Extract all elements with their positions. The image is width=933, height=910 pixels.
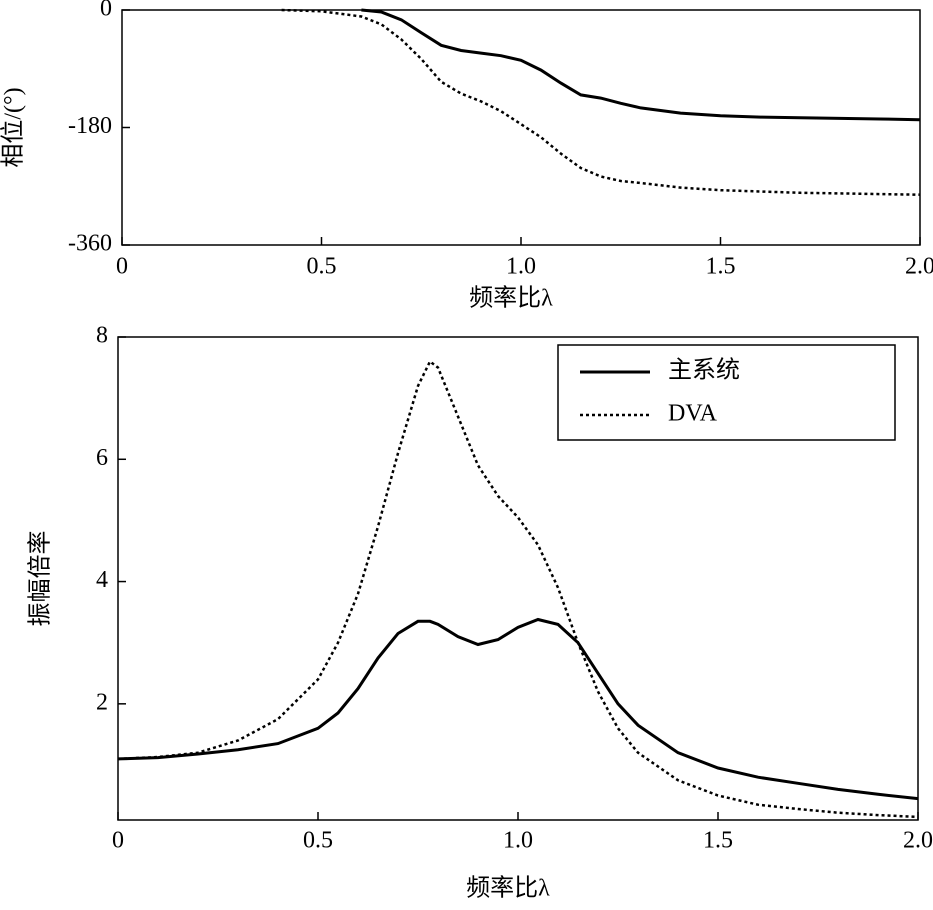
legend-label: 主系统 <box>668 357 740 384</box>
x-tick-label: 0.5 <box>307 254 337 280</box>
y-axis-label: 相位/(°) <box>0 87 27 167</box>
plot-frame <box>121 9 921 246</box>
legend-box <box>557 344 896 441</box>
x-tick-label: 1.0 <box>506 254 536 280</box>
y-tick-label: -360 <box>68 231 112 257</box>
y-tick-label: 4 <box>96 567 108 593</box>
x-tick-label: 0.5 <box>303 828 333 854</box>
y-tick-label: 2 <box>96 689 108 715</box>
x-tick-label: 2.0 <box>903 828 933 854</box>
y-axis-label: 振幅倍率 <box>27 531 54 627</box>
series-line <box>117 617 919 801</box>
x-tick-label: 1.5 <box>706 254 736 280</box>
series-line <box>117 359 919 819</box>
x-tick-label: 1.5 <box>703 828 733 854</box>
x-tick-label: 1.0 <box>503 828 533 854</box>
series-line <box>361 8 921 122</box>
y-tick-label: -180 <box>68 113 112 139</box>
y-tick-label: 0 <box>100 0 112 22</box>
x-tick-label: 0 <box>116 254 128 280</box>
x-tick-label: 2.0 <box>905 254 933 280</box>
y-tick-label: 6 <box>96 445 108 471</box>
x-axis-label: 频率比λ <box>469 285 553 312</box>
x-axis-label: 频率比λ <box>466 875 550 902</box>
series-line <box>281 8 921 196</box>
x-tick-label: 0 <box>112 828 124 854</box>
y-tick-label: 8 <box>96 323 108 349</box>
legend-label: DVA <box>668 401 718 427</box>
